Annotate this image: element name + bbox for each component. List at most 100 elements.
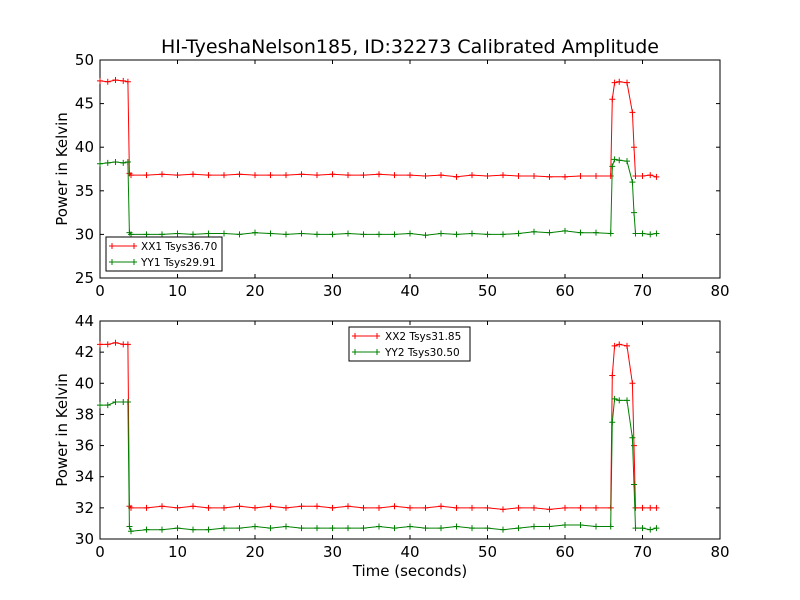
top-legend-label-xx1: XX1 Tsys36.70 bbox=[141, 241, 217, 253]
bottom-series-0-point bbox=[577, 504, 584, 511]
bottom-x-tick-label: 20 bbox=[245, 543, 264, 561]
top-series-1-point bbox=[143, 231, 150, 238]
bottom-x-axis-label: Time (seconds) bbox=[352, 562, 468, 580]
top-series-1-point bbox=[577, 229, 584, 236]
bottom-series-1-point bbox=[314, 525, 320, 532]
top-series-1-point bbox=[407, 230, 413, 237]
top-series-1-point bbox=[376, 231, 382, 238]
legend-marker bbox=[109, 243, 115, 249]
top-series-1-point bbox=[546, 229, 553, 236]
bottom-legend-box bbox=[348, 326, 471, 362]
bottom-series-1-point bbox=[252, 523, 258, 530]
bottom-series-1-point bbox=[653, 525, 660, 532]
top-series-1-point bbox=[345, 230, 351, 237]
top-series-1-point bbox=[484, 231, 491, 238]
bottom-series-1-point bbox=[616, 397, 623, 404]
bottom-series-0-point bbox=[104, 341, 111, 348]
top-series-0-point bbox=[422, 172, 429, 179]
bottom-series-1-point bbox=[221, 525, 227, 532]
bottom-series-0-point bbox=[236, 503, 243, 510]
bottom-series-0-point bbox=[438, 503, 444, 510]
bottom-series-1-point bbox=[329, 525, 336, 532]
top-series-0-point bbox=[609, 96, 616, 103]
top-series-0-point bbox=[484, 172, 491, 179]
bottom-y-tick-label: 40 bbox=[75, 374, 94, 392]
top-series-0-point bbox=[205, 172, 212, 179]
bottom-series-0-point bbox=[143, 504, 150, 511]
bottom-series-0-point bbox=[159, 503, 165, 510]
top-series-0-point bbox=[577, 172, 584, 179]
bottom-series-1-point bbox=[611, 395, 618, 402]
bottom-series-1-point bbox=[267, 525, 274, 532]
bottom-series-1-point bbox=[453, 523, 460, 530]
bottom-x-tick-label: 0 bbox=[95, 543, 105, 561]
top-series-1-point bbox=[124, 159, 131, 166]
bottom-series-1-point bbox=[112, 398, 119, 405]
bottom-x-tick-label: 80 bbox=[710, 543, 729, 561]
bottom-y-tick-label: 42 bbox=[75, 343, 94, 361]
top-series-1-point bbox=[653, 230, 660, 237]
bottom-series-0-point bbox=[624, 342, 630, 349]
top-series-1-point bbox=[391, 231, 398, 238]
bottom-legend-label-yy2: YY2 Tsys30.50 bbox=[384, 347, 460, 359]
top-series-0-point bbox=[500, 172, 506, 179]
bottom-series-1-point bbox=[283, 523, 289, 530]
bottom-series-1-point bbox=[126, 523, 133, 530]
top-series-0-point bbox=[221, 172, 227, 179]
top-series-1-point bbox=[609, 163, 616, 170]
bottom-series-0-point bbox=[632, 504, 639, 511]
top-series-0-point bbox=[630, 144, 637, 151]
top-series-0-point bbox=[616, 78, 623, 85]
top-series-1-point bbox=[112, 159, 119, 166]
bottom-series-0-point bbox=[97, 341, 103, 348]
top-series-0-point bbox=[611, 79, 618, 86]
top-series-0-point bbox=[236, 171, 243, 178]
top-series-0-point bbox=[407, 172, 413, 179]
bottom-series-1-point bbox=[484, 525, 491, 532]
bottom-series-1-point bbox=[422, 525, 429, 532]
bottom-series-1-point bbox=[190, 526, 196, 533]
bottom-series-0-point bbox=[283, 504, 289, 511]
bottom-series-0-point bbox=[314, 503, 320, 510]
legend-marker bbox=[374, 333, 380, 339]
top-series-0-point bbox=[143, 172, 150, 179]
bottom-series-1-point bbox=[630, 481, 637, 488]
bottom-series-1-point bbox=[577, 521, 584, 528]
top-series-0-point bbox=[360, 172, 367, 179]
top-series-0-point bbox=[97, 77, 103, 84]
top-x-tick-label: 0 bbox=[95, 282, 105, 300]
top-y-tick-label: 25 bbox=[75, 269, 94, 287]
legend-marker bbox=[131, 243, 137, 249]
bottom-series-0-point bbox=[376, 504, 382, 511]
top-series-1-point bbox=[515, 230, 522, 237]
legend-marker bbox=[352, 349, 358, 355]
top-series-0-point bbox=[345, 172, 351, 179]
bottom-series-0-point bbox=[639, 504, 646, 511]
chart-title: HI-TyeshaNelson185, ID:32273 Calibrated … bbox=[161, 36, 659, 58]
top-series-1-point bbox=[647, 231, 654, 238]
top-series-1-point bbox=[593, 229, 599, 236]
top-series-1-point bbox=[174, 230, 181, 237]
top-series-0-point bbox=[629, 109, 636, 116]
top-legend-box bbox=[105, 236, 223, 272]
bottom-y-tick-label: 44 bbox=[75, 312, 94, 330]
top-series-1-point bbox=[616, 157, 623, 164]
legend-marker bbox=[374, 349, 380, 355]
bottom-series-1-point bbox=[500, 526, 506, 533]
bottom-series-1-point bbox=[607, 523, 614, 530]
bottom-series-0-point bbox=[609, 372, 616, 379]
top-series-1-point bbox=[329, 231, 336, 238]
bottom-series-1-point bbox=[104, 402, 111, 409]
top-series-1-point bbox=[611, 156, 618, 163]
top-series-1-point bbox=[624, 158, 630, 165]
top-series-1-point bbox=[298, 230, 305, 237]
top-series-0-point bbox=[120, 77, 127, 84]
top-series-0-point bbox=[283, 172, 289, 179]
top-series-1-point bbox=[221, 230, 227, 237]
bottom-series-1-point bbox=[205, 526, 212, 533]
top-x-tick-label: 60 bbox=[555, 282, 574, 300]
bottom-x-tick-label: 50 bbox=[478, 543, 497, 561]
bottom-legend-label-xx2: XX2 Tsys31.85 bbox=[385, 331, 461, 343]
top-series-1-point bbox=[630, 209, 637, 216]
top-series-1-point bbox=[97, 160, 103, 167]
